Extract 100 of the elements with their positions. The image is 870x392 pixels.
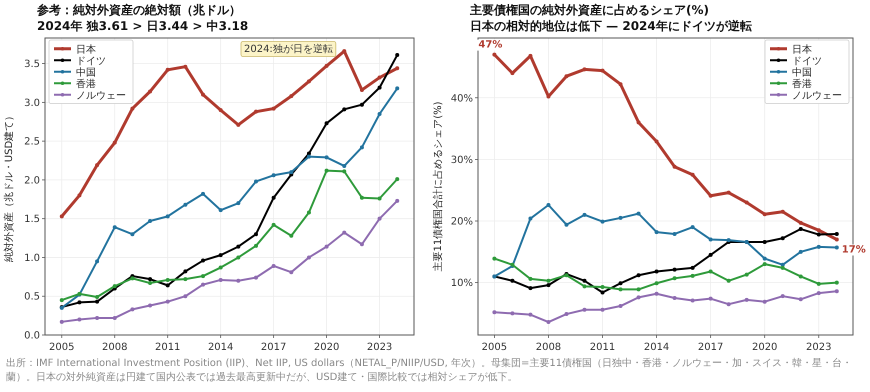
point [360, 145, 364, 150]
point [654, 281, 659, 286]
point [289, 234, 294, 238]
x-tick-label: 2020 [314, 342, 340, 353]
point [254, 110, 258, 114]
point [236, 244, 240, 249]
point [582, 67, 586, 72]
point [112, 225, 117, 230]
point [254, 244, 258, 248]
legend-label: 香港 [76, 78, 96, 90]
point [834, 246, 839, 250]
point [183, 269, 188, 274]
point [618, 281, 623, 286]
point [166, 278, 170, 282]
point [236, 122, 240, 127]
point [395, 177, 400, 182]
point [600, 284, 605, 289]
legend-label: 中国 [792, 66, 812, 78]
point [378, 112, 382, 116]
point [654, 270, 659, 274]
chart-title: 参考：純対外資産の絶対額（兆ドル） [36, 3, 241, 17]
point [546, 202, 550, 207]
y-tick-label: 20% [450, 216, 473, 228]
point [690, 172, 695, 177]
point [130, 106, 134, 111]
point [528, 286, 532, 290]
point [166, 68, 170, 72]
y-axis-title: 主要11債権国合計に占めるシェア(%) [432, 101, 444, 272]
point [528, 216, 532, 221]
point [672, 296, 677, 300]
legend-label: 中国 [76, 66, 96, 78]
point [289, 270, 294, 274]
point [378, 216, 382, 221]
point [582, 212, 586, 217]
point [395, 86, 400, 90]
point [148, 304, 152, 308]
x-tick-label: 2005 [49, 342, 74, 353]
y-tick-label: 0.0 [24, 330, 40, 342]
data-label: 47% [478, 40, 502, 51]
point [342, 230, 346, 235]
x-tick-label: 2008 [102, 342, 128, 353]
point [582, 284, 586, 288]
x-tick-label: 2011 [154, 342, 180, 353]
point [834, 280, 839, 285]
point [816, 291, 821, 296]
point [492, 52, 496, 57]
point [618, 304, 623, 308]
point [834, 237, 839, 242]
point [201, 274, 206, 278]
point [254, 232, 258, 236]
point [636, 273, 641, 278]
point [816, 244, 821, 249]
point [834, 289, 839, 294]
point [95, 163, 100, 168]
point [762, 212, 767, 216]
point [324, 121, 329, 126]
point [492, 310, 496, 314]
point [600, 290, 605, 294]
point [528, 276, 532, 281]
point [360, 242, 364, 246]
point [218, 278, 223, 282]
point [148, 90, 152, 94]
point [60, 320, 64, 324]
point [636, 295, 641, 300]
point [636, 287, 641, 292]
point [148, 281, 152, 286]
point [77, 193, 82, 198]
x-tick-label: 2017 [698, 342, 724, 353]
point [306, 154, 311, 159]
y-tick-label: 40% [450, 93, 473, 104]
point [618, 216, 623, 220]
point [582, 278, 586, 283]
point [218, 266, 223, 270]
point [690, 225, 695, 230]
chart-subtitle: 2024年 独3.61 > 日3.44 > 中3.18 [37, 19, 248, 33]
x-tick-label: 2014 [644, 342, 670, 353]
point [654, 140, 659, 144]
point [510, 278, 514, 283]
point [816, 282, 821, 286]
point [690, 298, 695, 302]
point [708, 296, 713, 301]
point [672, 276, 677, 280]
data-label: 17% [842, 244, 866, 256]
point [762, 262, 767, 266]
point [744, 298, 749, 302]
point [690, 266, 695, 270]
y-tick-label: 3.5 [24, 59, 40, 70]
x-tick-label: 2023 [806, 342, 832, 353]
point [378, 76, 382, 80]
x-tick-label: 2011 [590, 342, 616, 353]
point [816, 228, 821, 232]
point [201, 192, 206, 196]
point [95, 300, 100, 304]
point [166, 214, 170, 218]
point [600, 220, 605, 224]
point [378, 86, 382, 90]
point [166, 300, 170, 304]
point [708, 237, 713, 242]
legend-label: ノルウェー [792, 90, 842, 102]
point [744, 272, 749, 277]
